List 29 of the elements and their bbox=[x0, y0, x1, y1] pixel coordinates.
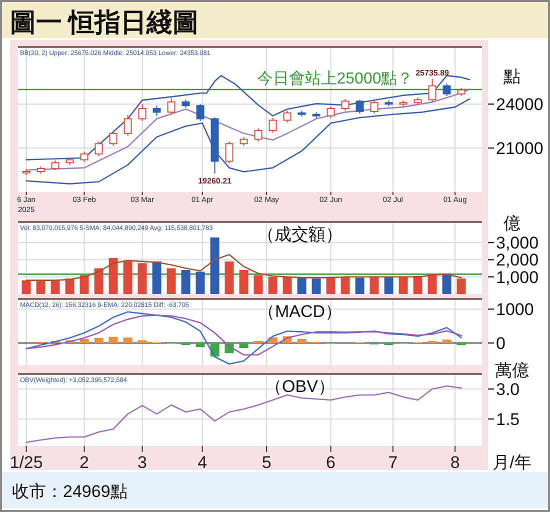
y-axis-title: 億 bbox=[504, 214, 520, 233]
y-tick-label: 1,000 bbox=[496, 268, 539, 287]
x-tick-label: 4 bbox=[198, 453, 208, 472]
x-tick-label: 1/25 bbox=[10, 453, 43, 472]
y-axis-title: 萬億 bbox=[495, 361, 529, 380]
x-tick-label: 6 bbox=[326, 453, 336, 472]
x-tick-label: 5 bbox=[262, 453, 272, 472]
y-tick-label: 3.0 bbox=[496, 380, 520, 399]
y-tick-label: 1.5 bbox=[496, 410, 520, 429]
chart-title: （OBV） bbox=[265, 377, 335, 396]
x-tick-label: 3 bbox=[138, 453, 148, 472]
chart-title: （MACD） bbox=[258, 302, 342, 321]
y-axis-title: 點 bbox=[502, 67, 520, 86]
x-axis-title: 月/年 bbox=[492, 453, 532, 472]
y-tick-label: 0 bbox=[496, 334, 506, 353]
annotation: 19260.21 bbox=[198, 176, 232, 186]
text: 收市：24969點 bbox=[12, 482, 128, 501]
y-tick-label: 3,000 bbox=[496, 234, 539, 253]
y-tick-label: 2,000 bbox=[496, 250, 539, 270]
chart-title: （成交額） bbox=[258, 225, 342, 244]
y-tick-label: 21000 bbox=[496, 139, 544, 158]
annotation: 25735.89 bbox=[416, 68, 450, 78]
ref-line-label: 今日會站上25000點？ bbox=[256, 69, 414, 88]
x-tick-label: 2 bbox=[80, 453, 90, 472]
y-tick-label: 1000 bbox=[496, 300, 534, 320]
y-tick-label: 24000 bbox=[496, 95, 544, 114]
chart-title: 圖一 恒指日綫圖 bbox=[10, 8, 198, 37]
x-tick-label: 8 bbox=[450, 453, 460, 472]
x-tick-label: 7 bbox=[388, 453, 398, 472]
